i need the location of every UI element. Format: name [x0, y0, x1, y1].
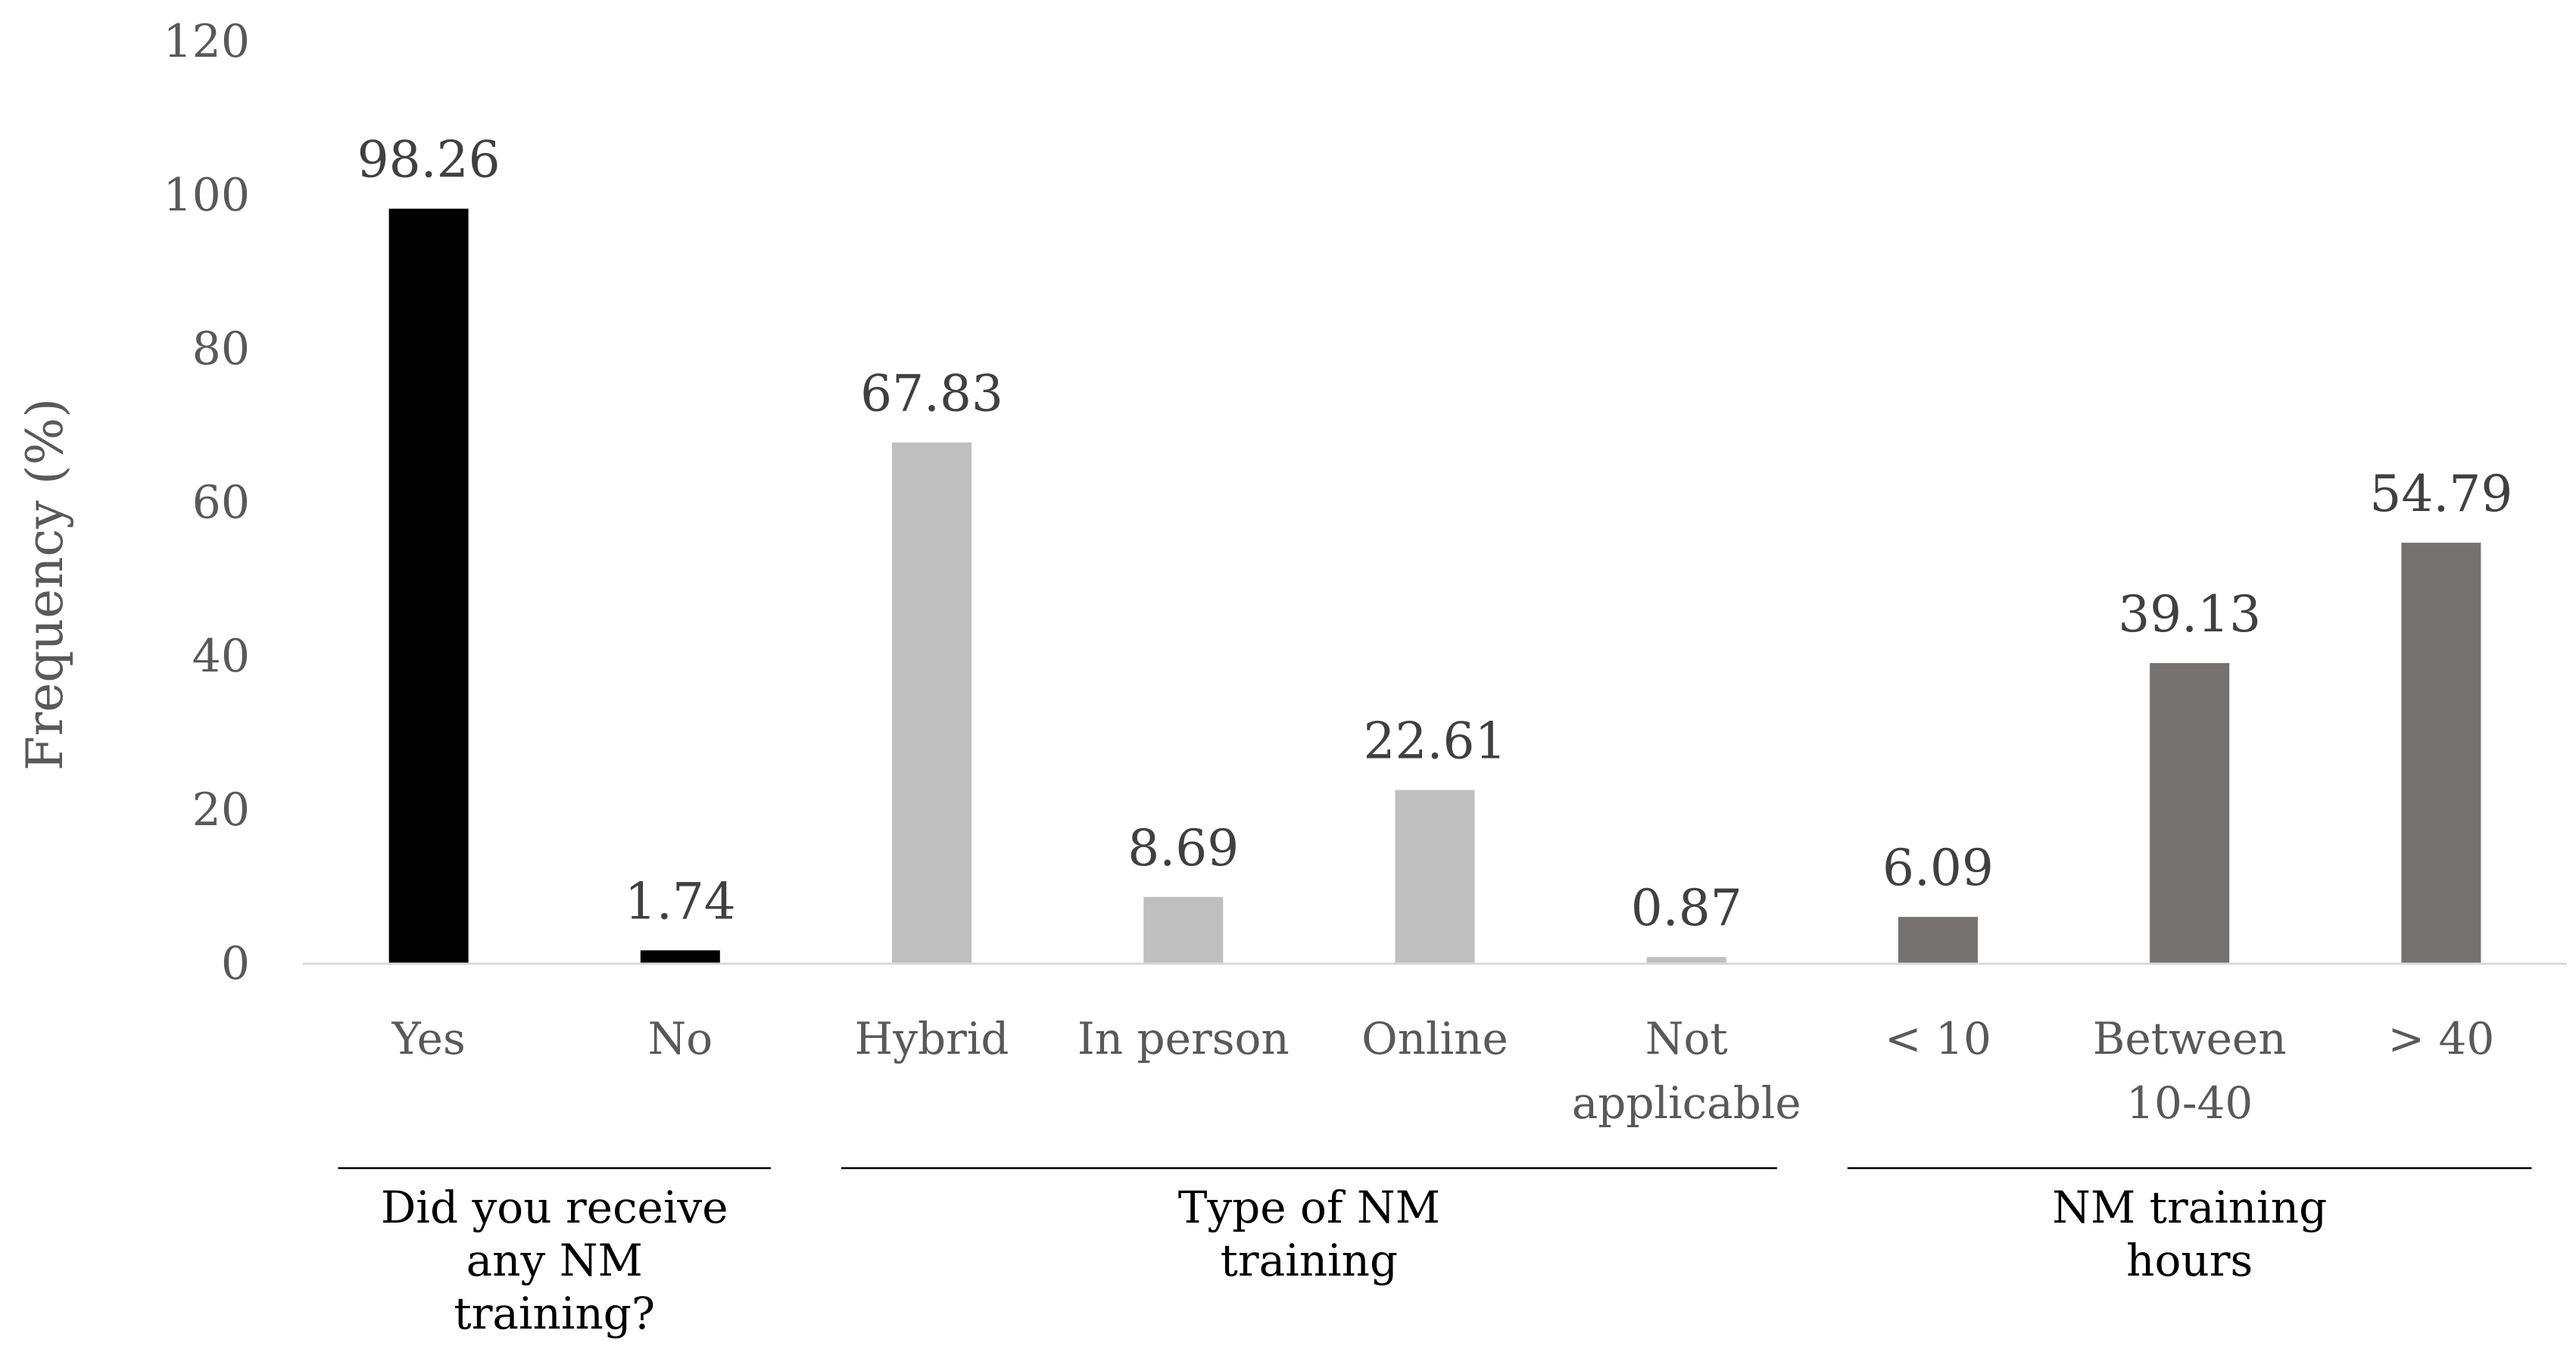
- category-label: Between: [2093, 1013, 2287, 1064]
- data-label: 8.69: [1127, 819, 1239, 877]
- category-label: Not: [1645, 1013, 1728, 1064]
- y-tick-label: 40: [192, 630, 250, 683]
- data-label: 22.61: [1364, 712, 1507, 771]
- bars: [388, 208, 2481, 964]
- y-tick-label: 80: [192, 322, 250, 375]
- category-label: < 10: [1885, 1013, 1991, 1064]
- y-axis-title: Frequency (%): [16, 398, 74, 771]
- y-tick-label: 120: [163, 15, 250, 68]
- y-tick-label: 100: [163, 169, 250, 222]
- data-label: 54.79: [2369, 465, 2512, 523]
- data-labels: 98.26 1.74 67.83 8.69 22.61 0.87 6.09 39.13 54.7…: [357, 131, 2513, 938]
- y-tick-label: 0: [221, 937, 250, 990]
- bar: [1646, 957, 1726, 964]
- bar: [2401, 542, 2481, 964]
- group-label: training?: [454, 1288, 655, 1339]
- category-labels: Yes No Hybrid In person Online Not applicable <…: [391, 1013, 2494, 1129]
- group-label: training: [1221, 1235, 1399, 1286]
- category-label: applicable: [1572, 1077, 1801, 1129]
- group-label: Did you receive: [381, 1182, 728, 1233]
- category-label: In person: [1077, 1013, 1290, 1064]
- y-axis-ticks: 0 20 40 60 80 100 120: [163, 15, 250, 990]
- data-label: 67.83: [860, 365, 1003, 423]
- bar: [2150, 662, 2230, 964]
- bar: [892, 442, 972, 964]
- category-label: Online: [1361, 1013, 1508, 1064]
- category-label: Hybrid: [855, 1013, 1009, 1064]
- category-label: > 40: [2387, 1013, 2494, 1064]
- data-label: 0.87: [1631, 879, 1742, 937]
- group-label: any NM: [466, 1235, 643, 1286]
- data-label: 6.09: [1882, 839, 1994, 897]
- data-label: 98.26: [357, 131, 501, 189]
- category-label: 10-40: [2126, 1077, 2253, 1129]
- group-label: hours: [2126, 1235, 2253, 1286]
- bar: [388, 208, 469, 964]
- bar: [1898, 917, 1978, 964]
- bar: [640, 950, 720, 964]
- y-tick-label: 60: [192, 476, 250, 529]
- y-tick-label: 20: [192, 784, 250, 837]
- data-label: 39.13: [2118, 585, 2261, 643]
- category-label: No: [647, 1013, 713, 1064]
- data-label: 1.74: [625, 872, 736, 930]
- group-label: Type of NM: [1178, 1182, 1440, 1233]
- group-label: NM training: [2052, 1182, 2327, 1233]
- bar: [1143, 896, 1224, 964]
- category-label: Yes: [391, 1013, 465, 1064]
- bar: [1395, 790, 1475, 964]
